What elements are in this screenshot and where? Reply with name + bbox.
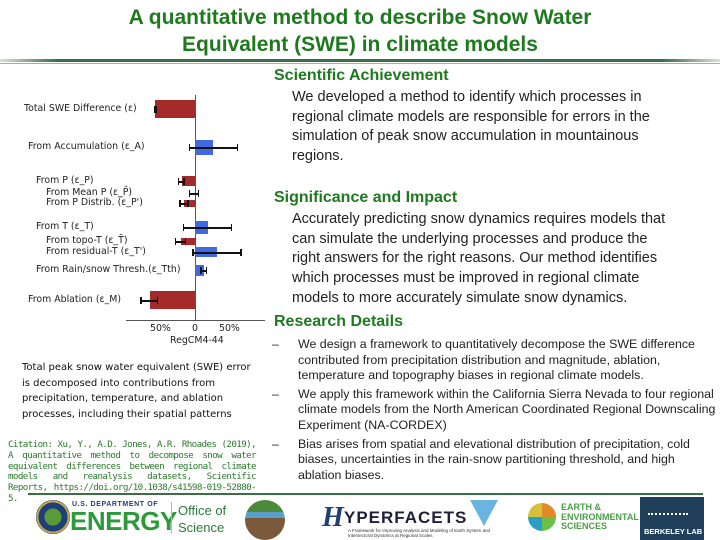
title-line-2: Equivalent (SWE) in climate models (182, 33, 538, 56)
swe-decomposition-chart: Total SWE Difference (ε) From Accumulatio… (0, 95, 265, 350)
bullet-text: We design a framework to quantitatively … (298, 337, 695, 383)
chart-category-label: Total SWE Difference (ε) (24, 103, 137, 114)
doe-seal-icon (36, 500, 70, 534)
chart-category-label: From Mean P (ε_P̄) (46, 187, 133, 198)
chart-category-label: From P Distrib. (ε_P') (46, 197, 143, 208)
chart-error-bar (179, 200, 189, 206)
significance-line: right answers for the right reasons. Our… (292, 250, 658, 267)
research-bullets: – We design a framework to quantitatively… (270, 337, 720, 486)
berkeley-building-icon (648, 513, 688, 517)
office-of-science-logo: Office of Science (178, 502, 226, 536)
heading-significance-impact: Significance and Impact (274, 189, 458, 206)
page-title: A quantitative method to describe Snow W… (0, 4, 720, 58)
hyperfacets-subtitle: A Framework for Improving Analysis and M… (348, 528, 491, 538)
chart-bar (182, 176, 195, 186)
figure-caption: Total peak snow water equivalent (SWE) e… (22, 362, 251, 420)
ees-globe-icon (528, 503, 556, 531)
chart-error-bar (153, 106, 157, 112)
berkeley-lab-text: BERKELEY LAB (644, 527, 703, 536)
chart-error-bar (192, 249, 242, 255)
footer-divider (28, 493, 703, 495)
chart-error-bar (177, 178, 186, 184)
berkeley-lab-logo: BERKELEY LAB (640, 497, 704, 540)
title-divider-thin (0, 63, 720, 64)
significance-line: which processes must be improved in regi… (292, 270, 640, 287)
heading-research-details: Research Details (274, 313, 403, 330)
bullet-text: We apply this framework within the Calif… (298, 386, 716, 432)
office-line-1: Office of (178, 503, 227, 518)
hyperfacets-h: H (322, 502, 344, 533)
chart-error-bar (182, 224, 233, 230)
chart-bar (195, 264, 204, 276)
watershed-sfa-logo-icon (245, 500, 285, 540)
chart-category-label: From Ablation (ε_M) (28, 294, 122, 305)
x-tick-neg50: 50% (150, 323, 171, 334)
bullet-dash-icon: – (272, 436, 279, 451)
doe-department-text: U.S. DEPARTMENT OF (72, 501, 159, 508)
significance-line: Accurately predicting snow dynamics requ… (292, 211, 666, 227)
diamond-icon (470, 500, 498, 526)
significance-line: models to more accurately simulate snow … (292, 289, 628, 306)
x-axis (126, 320, 265, 321)
logo-separator (171, 502, 172, 534)
chart-category-label: From P (ε_P) (36, 175, 94, 186)
chart-category-label: From Rain/snow Thresh.(ε_Tth) (36, 264, 181, 275)
office-line-2: Science (178, 520, 225, 535)
chart-category-label: From residual-T (ε_T') (46, 246, 146, 257)
ees-line-1: EARTH & (561, 502, 601, 512)
zero-axis (195, 95, 196, 320)
achievement-line: We developed a method to identify which … (292, 89, 642, 105)
bullet-dash-icon: – (272, 337, 279, 351)
chart-error-bar (188, 190, 200, 196)
significance-text: Accurately predicting snow dynamics requ… (292, 210, 720, 309)
chart-bar (180, 237, 195, 245)
achievement-line: regional climate models are responsible … (292, 108, 650, 125)
x-axis-label: RegCM4-44 (170, 335, 224, 346)
bullet-text: Bias arises from spatial and elevational… (298, 436, 690, 482)
hyperfacets-text: YPERFACETS (344, 508, 468, 527)
research-bullet: – We design a framework to quantitatively… (270, 337, 720, 384)
doe-energy-text: ENERGY (70, 506, 177, 536)
chart-category-label: From Accumulation (ε_A) (28, 141, 145, 152)
citation: Citation: Xu, Y., A.D. Jones, A.R. Rhoad… (8, 439, 257, 504)
chart-error-bar (200, 267, 208, 273)
title-line-1: A quantitative method to describe Snow W… (128, 6, 592, 29)
chart-category-label: From topo-T (ε_T̄) (46, 235, 128, 246)
chart-category-label: From T (ε_T) (36, 221, 94, 232)
ees-logo-text: EARTH & ENVIRONMENTAL SCIENCES (561, 502, 639, 532)
x-tick-0: 0 (192, 323, 198, 334)
chart-bar (155, 100, 195, 118)
chart-bar (184, 199, 195, 207)
hyperfacets-logo: H YPERFACETS A Framework for Improving A… (322, 500, 492, 538)
achievement-text: We developed a method to identify which … (292, 88, 720, 167)
achievement-line: regions. (292, 148, 344, 165)
achievement-line: simulation of peak snow accumulation in … (292, 128, 639, 145)
x-tick-pos50: 50% (219, 323, 240, 334)
research-bullet: – Bias arises from spatial and elevationa… (270, 437, 720, 484)
title-divider (0, 59, 720, 62)
chart-error-bar (174, 238, 187, 244)
chart-error-bar (188, 144, 239, 150)
chart-error-bar (140, 297, 159, 303)
bullet-dash-icon: – (272, 386, 279, 401)
heading-scientific-achievement: Scientific Achievement (274, 67, 449, 84)
chart-bar (149, 291, 195, 309)
ees-line-3: SCIENCES (561, 521, 608, 531)
research-bullet: – We apply this framework within the Cali… (270, 387, 720, 434)
significance-line: can simulate the underlying processes an… (292, 230, 648, 247)
ees-line-2: ENVIRONMENTAL (561, 511, 639, 522)
